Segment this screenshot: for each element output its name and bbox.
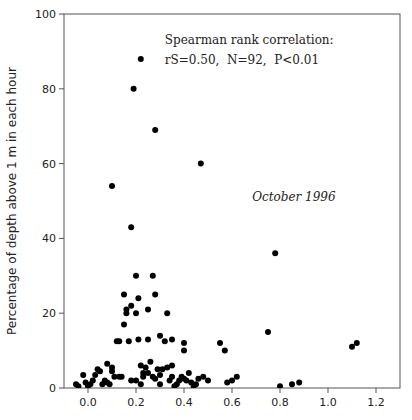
point	[198, 161, 204, 167]
point	[116, 338, 122, 344]
x-tick	[136, 388, 137, 393]
point	[128, 378, 134, 384]
x-tick-label: 0.8	[271, 396, 289, 409]
x-tick	[280, 388, 281, 393]
x-tick	[328, 388, 329, 393]
point	[229, 378, 235, 384]
point	[128, 224, 134, 230]
point	[162, 338, 168, 344]
point	[157, 333, 163, 339]
point	[116, 374, 122, 380]
x-tick	[376, 388, 377, 393]
y-tick	[59, 313, 64, 314]
point	[157, 372, 163, 378]
annotation: rS=0.50, N=92, P<0.01	[165, 53, 319, 67]
point	[164, 310, 170, 316]
point	[97, 368, 103, 374]
x-tick-label: 0.6	[223, 396, 241, 409]
point	[272, 250, 278, 256]
plot-frame	[64, 14, 400, 388]
y-tick	[59, 88, 64, 89]
y-tick-label: 20	[42, 307, 56, 320]
point	[135, 295, 141, 301]
y-tick-label: 60	[42, 158, 56, 171]
x-tick	[88, 388, 89, 393]
point	[145, 336, 151, 342]
point	[289, 381, 295, 387]
point	[193, 381, 199, 387]
chart: 0.0 0.2 0.4 0.6 0.8 1.0 1.2 0 20 40 60 80 100 Percent…	[0, 0, 412, 420]
y-tick	[59, 238, 64, 239]
y-tick	[59, 388, 64, 389]
point	[128, 303, 134, 309]
annotation: Spearman rank correlation:	[165, 33, 334, 47]
x-tick-label: 1.0	[319, 396, 337, 409]
point	[133, 310, 139, 316]
point	[181, 340, 187, 346]
point	[277, 383, 283, 388]
point	[265, 329, 271, 335]
point	[138, 56, 144, 62]
point	[90, 378, 96, 384]
point	[107, 381, 113, 387]
point	[126, 338, 132, 344]
point	[104, 361, 110, 367]
point	[152, 292, 158, 298]
point	[200, 374, 206, 380]
point	[354, 340, 360, 346]
point	[222, 348, 228, 354]
point	[186, 370, 192, 376]
point	[157, 381, 163, 387]
point	[169, 363, 175, 369]
point	[135, 336, 141, 342]
annotation: October 1996	[252, 190, 336, 204]
y-tick	[59, 163, 64, 164]
point	[181, 348, 187, 354]
point	[152, 376, 158, 382]
point	[152, 127, 158, 133]
point	[205, 378, 211, 384]
x-tick-label: 0.4	[175, 396, 193, 409]
point	[181, 376, 187, 382]
x-tick-label: 1.2	[367, 396, 385, 409]
point	[133, 273, 139, 279]
point	[109, 364, 115, 370]
point	[296, 379, 302, 385]
y-tick-label: 0	[49, 382, 56, 395]
y-tick-label: 80	[42, 83, 56, 96]
point	[217, 340, 223, 346]
point	[234, 374, 240, 380]
point	[75, 383, 81, 388]
axes: 0.0 0.2 0.4 0.6 0.8 1.0 1.2 0 20 40 60 80 100	[35, 8, 385, 409]
point	[121, 292, 127, 298]
point	[138, 381, 144, 387]
point	[150, 273, 156, 279]
point	[169, 374, 175, 380]
point	[147, 359, 153, 365]
point	[169, 336, 175, 342]
y-tick	[59, 14, 64, 15]
x-tick-label: 0.0	[79, 396, 97, 409]
point	[143, 364, 149, 370]
point	[92, 372, 98, 378]
x-tick-label: 0.2	[127, 396, 145, 409]
y-tick-label: 100	[35, 8, 56, 21]
x-tick	[232, 388, 233, 393]
point	[80, 372, 86, 378]
y-axis-label: Percentage of depth above 1 m in each ho…	[5, 67, 19, 335]
point	[123, 306, 129, 312]
point	[145, 370, 151, 376]
point	[131, 86, 137, 92]
x-tick	[184, 388, 185, 393]
point	[121, 321, 127, 327]
point	[349, 344, 355, 350]
point	[145, 306, 151, 312]
point	[109, 183, 115, 189]
points	[73, 56, 360, 388]
y-tick-label: 40	[42, 232, 56, 245]
